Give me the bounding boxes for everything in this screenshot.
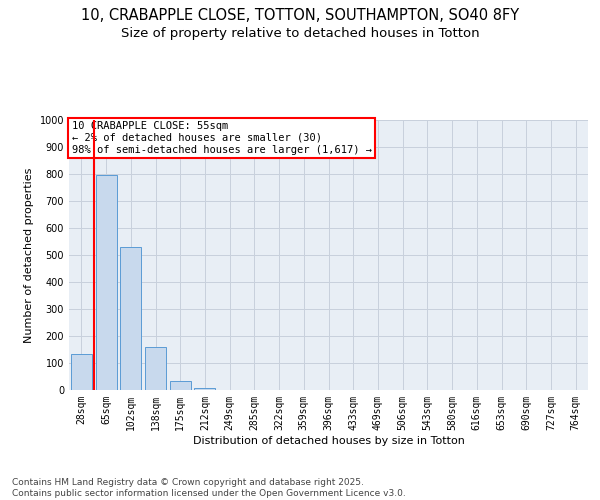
Bar: [120, 247, 141, 390]
Bar: [194, 388, 215, 390]
Bar: [145, 347, 166, 390]
Text: 10 CRABAPPLE CLOSE: 55sqm
← 2% of detached houses are smaller (30)
98% of semi-d: 10 CRABAPPLE CLOSE: 55sqm ← 2% of detach…: [71, 122, 371, 154]
Bar: [71, 354, 92, 390]
Y-axis label: Number of detached properties: Number of detached properties: [24, 168, 34, 342]
Text: Contains HM Land Registry data © Crown copyright and database right 2025.
Contai: Contains HM Land Registry data © Crown c…: [12, 478, 406, 498]
Text: 10, CRABAPPLE CLOSE, TOTTON, SOUTHAMPTON, SO40 8FY: 10, CRABAPPLE CLOSE, TOTTON, SOUTHAMPTON…: [81, 8, 519, 22]
X-axis label: Distribution of detached houses by size in Totton: Distribution of detached houses by size …: [193, 436, 464, 446]
Bar: [95, 176, 116, 390]
Bar: [170, 380, 191, 390]
Text: Size of property relative to detached houses in Totton: Size of property relative to detached ho…: [121, 28, 479, 40]
